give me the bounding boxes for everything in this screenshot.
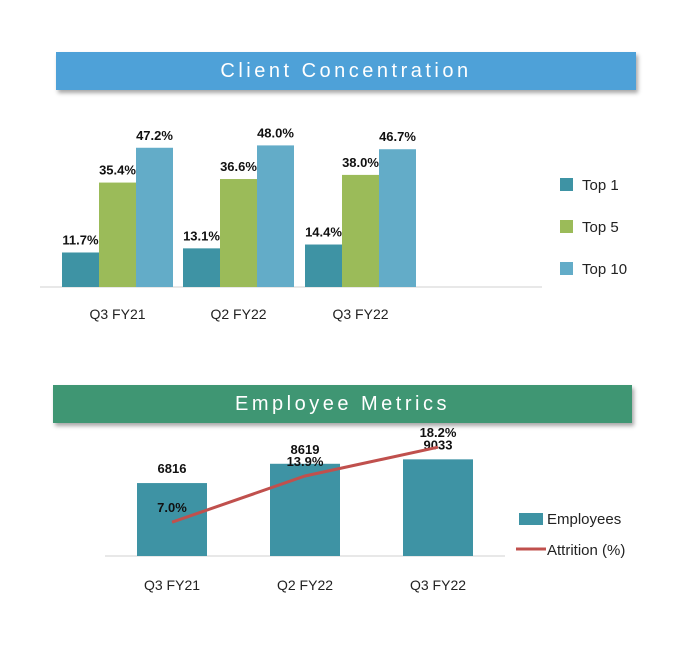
data-label: 35.4% — [99, 163, 136, 178]
bar-top-10 — [136, 147, 173, 287]
legend-swatch — [560, 220, 573, 233]
legend-label-attrition: Attrition (%) — [547, 542, 625, 559]
data-label: 47.2% — [136, 128, 173, 143]
data-label: 14.4% — [305, 225, 342, 240]
data-label-attrition: 7.0% — [157, 500, 187, 515]
legend-label: Top 5 — [582, 219, 619, 236]
client-concentration-title: Client Concentration — [56, 52, 636, 90]
bar-top-1 — [183, 248, 220, 287]
x-tick-label: Q3 FY21 — [144, 577, 200, 593]
legend-swatch — [560, 178, 573, 191]
legend-swatch-employees — [519, 513, 543, 525]
bar-employees — [270, 463, 340, 556]
data-label-attrition: 13.9% — [287, 454, 324, 469]
bar-employees — [137, 483, 207, 556]
legend-label: Top 1 — [582, 177, 619, 194]
data-label-employees: 8619 — [291, 442, 320, 457]
data-label: 36.6% — [220, 159, 257, 174]
x-tick-label: Q3 FY22 — [332, 306, 388, 322]
bar-employees — [403, 459, 473, 556]
x-tick-label: Q3 FY22 — [410, 577, 466, 593]
employee-metrics-title: Employee Metrics — [53, 385, 632, 423]
data-label: 13.1% — [183, 228, 220, 243]
legend-label-employees: Employees — [547, 511, 621, 528]
legend-swatch — [560, 262, 573, 275]
data-label: 46.7% — [379, 129, 416, 144]
data-label: 38.0% — [342, 155, 379, 170]
bar-top-1 — [305, 244, 342, 287]
bar-top-10 — [379, 149, 416, 287]
bar-top-1 — [62, 252, 99, 287]
legend-label: Top 10 — [582, 261, 627, 278]
x-tick-label: Q2 FY22 — [210, 306, 266, 322]
attrition-line — [171, 445, 439, 524]
data-label: 11.7% — [62, 232, 99, 247]
data-label: 48.0% — [257, 125, 294, 140]
x-tick-label: Q2 FY22 — [277, 577, 333, 593]
bar-top-10 — [257, 145, 294, 287]
bar-top-5 — [99, 182, 136, 287]
data-label-employees: 6816 — [158, 461, 187, 476]
bar-top-5 — [342, 174, 379, 287]
x-tick-label: Q3 FY21 — [89, 306, 145, 322]
bar-top-5 — [220, 179, 257, 287]
data-label-attrition: 18.2% — [420, 425, 457, 440]
